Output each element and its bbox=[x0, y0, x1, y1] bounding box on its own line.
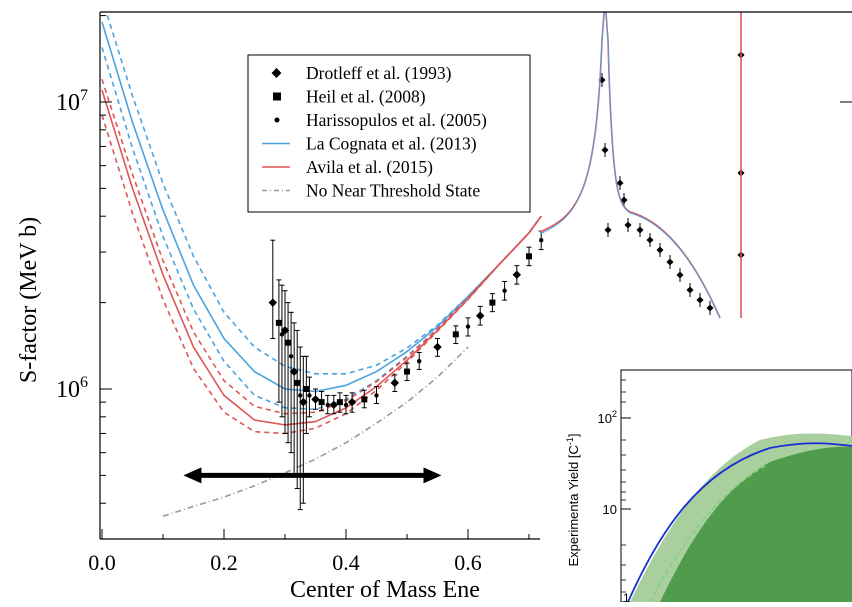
resonance-curve bbox=[539, 12, 721, 319]
data-point bbox=[676, 271, 684, 279]
data-point bbox=[526, 253, 532, 260]
data-points bbox=[268, 48, 745, 511]
data-point bbox=[539, 237, 544, 243]
data-point bbox=[489, 299, 496, 306]
data-point bbox=[616, 179, 624, 187]
inset-areas bbox=[621, 433, 852, 602]
data-point bbox=[512, 270, 522, 280]
y-tick-label: 107 bbox=[56, 87, 88, 116]
data-point bbox=[696, 296, 704, 304]
data-point bbox=[268, 298, 278, 307]
data-point bbox=[417, 358, 422, 364]
data-point bbox=[307, 393, 312, 398]
data-point bbox=[374, 393, 379, 398]
data-point bbox=[475, 311, 485, 320]
arrow-head-left bbox=[183, 467, 202, 484]
data-point bbox=[404, 368, 410, 375]
legend-box bbox=[247, 54, 531, 213]
data-point bbox=[636, 226, 644, 234]
y-axis-label: S-factor (MeV b) bbox=[16, 217, 42, 383]
data-point bbox=[646, 236, 654, 244]
x-tick-label: 0.2 bbox=[210, 550, 238, 575]
resonance-peaks bbox=[539, 12, 742, 319]
data-point bbox=[285, 339, 292, 346]
data-point bbox=[604, 226, 612, 234]
legend: Drotleff et al. (1993) Heil et al. (2008)… bbox=[247, 54, 531, 213]
data-point bbox=[275, 319, 282, 326]
legend-marker-square bbox=[273, 92, 281, 101]
data-point bbox=[433, 342, 442, 352]
x-tick-label: 0.4 bbox=[332, 550, 360, 575]
data-point bbox=[452, 331, 459, 338]
arrow-head-right bbox=[423, 467, 442, 484]
data-point bbox=[289, 367, 299, 376]
data-point bbox=[656, 246, 664, 254]
data-point bbox=[325, 402, 330, 408]
data-point bbox=[601, 146, 609, 154]
data-point bbox=[299, 397, 308, 407]
inset-inner-band bbox=[621, 446, 852, 602]
legend-label: No Near Threshold State bbox=[306, 181, 480, 201]
avila-upper-curve bbox=[101, 79, 542, 415]
data-point bbox=[294, 379, 301, 386]
data-point bbox=[336, 399, 343, 406]
inset-y-axis-label: Experimenta Yield [C-1] bbox=[565, 433, 581, 566]
x-axis-label: Center of Mass Ene bbox=[290, 577, 480, 602]
data-point bbox=[686, 286, 694, 294]
y-tick-label: 106 bbox=[56, 374, 88, 403]
data-point bbox=[502, 288, 507, 293]
data-point bbox=[318, 399, 325, 406]
legend-label: Harissopulos et al. (2005) bbox=[306, 110, 487, 130]
data-point bbox=[311, 395, 320, 404]
legend-label: Heil et al. (2008) bbox=[306, 87, 426, 107]
legend-label: Avila et al. (2015) bbox=[306, 157, 433, 177]
energy-range-arrow bbox=[183, 467, 442, 484]
axes: 0.0 0.2 0.4 0.6 106 107 S-factor (MeV b) Center… bbox=[16, 11, 852, 603]
data-point bbox=[329, 400, 339, 410]
legend-label: Drotleff et al. (1993) bbox=[306, 63, 452, 83]
data-point bbox=[280, 326, 290, 335]
legend-label: La Cognata et al. (2013) bbox=[306, 134, 477, 154]
x-tick-label: 0.6 bbox=[454, 550, 482, 575]
data-point bbox=[390, 378, 400, 388]
inset-curve bbox=[627, 442, 852, 602]
data-point bbox=[347, 397, 357, 407]
data-point bbox=[298, 393, 303, 398]
x-tick-label: 0.0 bbox=[88, 550, 116, 575]
inset-y-tick-label: 102 bbox=[598, 409, 617, 426]
inset-y-tick-cut: 1 bbox=[623, 591, 630, 602]
data-point bbox=[361, 396, 368, 403]
data-point bbox=[343, 402, 349, 408]
data-point bbox=[288, 354, 294, 359]
no-threshold-curve bbox=[162, 346, 469, 518]
data-point bbox=[465, 324, 471, 329]
resonance-curve-blue bbox=[539, 12, 721, 319]
inset-plot: 10 102 1 Experimenta Yield [C-1] bbox=[565, 369, 852, 605]
data-point bbox=[666, 258, 674, 266]
data-point bbox=[303, 386, 310, 392]
main-plot: 0.0 0.2 0.4 0.6 106 107 S-factor (MeV b) Center… bbox=[16, 11, 852, 603]
data-point bbox=[279, 332, 285, 337]
data-point bbox=[706, 304, 714, 312]
data-point bbox=[624, 221, 632, 229]
inset-y-tick-label: 10 bbox=[603, 502, 617, 517]
legend-marker-dot bbox=[274, 117, 280, 123]
